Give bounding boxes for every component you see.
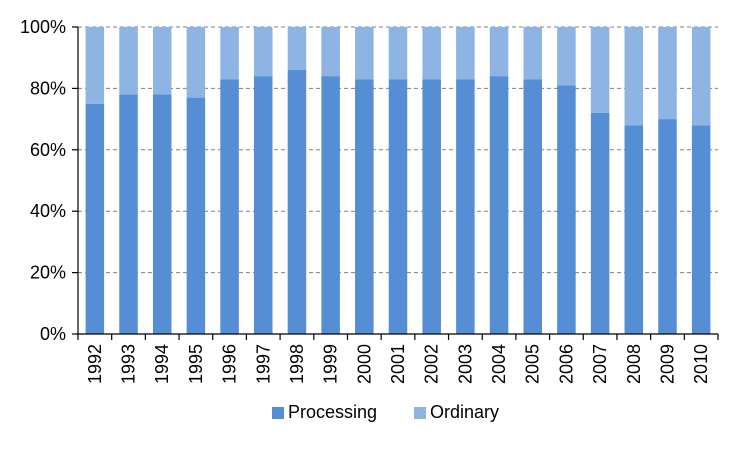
bar-processing-2002 [422, 79, 441, 334]
bar-processing-1996 [220, 79, 239, 334]
bar-processing-1998 [287, 69, 307, 334]
bar-processing-2007 [590, 112, 610, 335]
bar-ordinary-1992 [85, 27, 105, 104]
bars [85, 27, 711, 335]
bar-ordinary-2004 [489, 27, 509, 77]
gridlines [78, 26, 718, 274]
bar-processing-1994 [152, 94, 172, 334]
x-tick-label: 2008 [624, 344, 644, 384]
x-tick-labels: 1992 1993 1994 1995 1996 1997 1998 1999 2000 2001… [85, 344, 711, 384]
legend-item-processing: Processing [272, 402, 377, 422]
y-tick-label: 40% [30, 201, 66, 221]
bar-ordinary-2008 [624, 27, 644, 126]
bar-ordinary-2001 [388, 27, 408, 80]
bar-ordinary-1998 [287, 27, 307, 70]
bar-ordinary-2009 [658, 27, 677, 120]
y-tick-label: 100% [20, 17, 66, 37]
bar-ordinary-2000 [355, 27, 374, 80]
bar-processing-2004 [489, 76, 509, 335]
bar-ordinary-1999 [321, 27, 340, 77]
bar-processing-2008 [624, 125, 644, 335]
x-tick-label: 2004 [489, 344, 509, 384]
bar-processing-1993 [119, 94, 138, 334]
x-tick-label: 2000 [354, 344, 374, 384]
legend-label: Ordinary [430, 402, 499, 422]
y-tick-label: 80% [30, 78, 66, 98]
bar-ordinary-2006 [557, 27, 576, 86]
bar-processing-1992 [85, 103, 105, 334]
legend-swatch [414, 407, 426, 419]
legend-label: Processing [288, 402, 377, 422]
bar-ordinary-2007 [590, 27, 610, 113]
legend-item-ordinary: Ordinary [414, 402, 499, 422]
bar-ordinary-1997 [254, 27, 273, 77]
x-tick-label: 2003 [455, 344, 475, 384]
x-tick-label: 1992 [85, 344, 105, 384]
legend: Processing Ordinary [272, 402, 499, 422]
x-tick-label: 2010 [691, 344, 711, 384]
bar-processing-2003 [456, 79, 475, 334]
bar-processing-2010 [691, 125, 711, 335]
bar-processing-1999 [321, 76, 340, 335]
bar-ordinary-1996 [220, 27, 239, 80]
bar-ordinary-2003 [456, 27, 475, 80]
y-tick-labels: 0% 20% 40% 60% 80% 100% [20, 17, 66, 344]
bar-ordinary-1993 [119, 27, 138, 95]
x-tick-label: 2009 [657, 344, 677, 384]
x-tick-label: 1997 [253, 344, 273, 384]
x-tick-label: 1995 [186, 344, 206, 384]
bar-processing-2001 [388, 79, 408, 334]
bar-ordinary-2005 [523, 27, 542, 80]
x-tick-label: 2006 [556, 344, 576, 384]
bar-processing-1997 [254, 76, 273, 335]
bar-ordinary-1994 [152, 27, 172, 95]
bar-processing-2006 [557, 85, 576, 334]
bar-ordinary-2002 [422, 27, 441, 80]
x-tick-label: 2007 [590, 344, 610, 384]
x-tick-label: 2001 [388, 344, 408, 384]
bar-processing-2009 [658, 119, 677, 334]
bar-processing-2000 [355, 79, 374, 334]
x-tick-label: 1994 [152, 344, 172, 384]
x-tick-label: 2002 [422, 344, 442, 384]
bar-ordinary-2010 [691, 27, 711, 126]
y-tick-label: 60% [30, 140, 66, 160]
x-tick-label: 1999 [321, 344, 341, 384]
y-tick-label: 20% [30, 263, 66, 283]
x-tick-label: 1993 [119, 344, 139, 384]
bar-processing-1995 [186, 97, 206, 334]
legend-swatch [272, 407, 284, 419]
y-tick-label: 0% [40, 324, 66, 344]
axes [72, 26, 719, 340]
x-tick-label: 2005 [523, 344, 543, 384]
bar-ordinary-1995 [186, 27, 206, 98]
bar-processing-2005 [523, 79, 542, 334]
x-tick-label: 1998 [287, 344, 307, 384]
x-tick-label: 1996 [220, 344, 240, 384]
